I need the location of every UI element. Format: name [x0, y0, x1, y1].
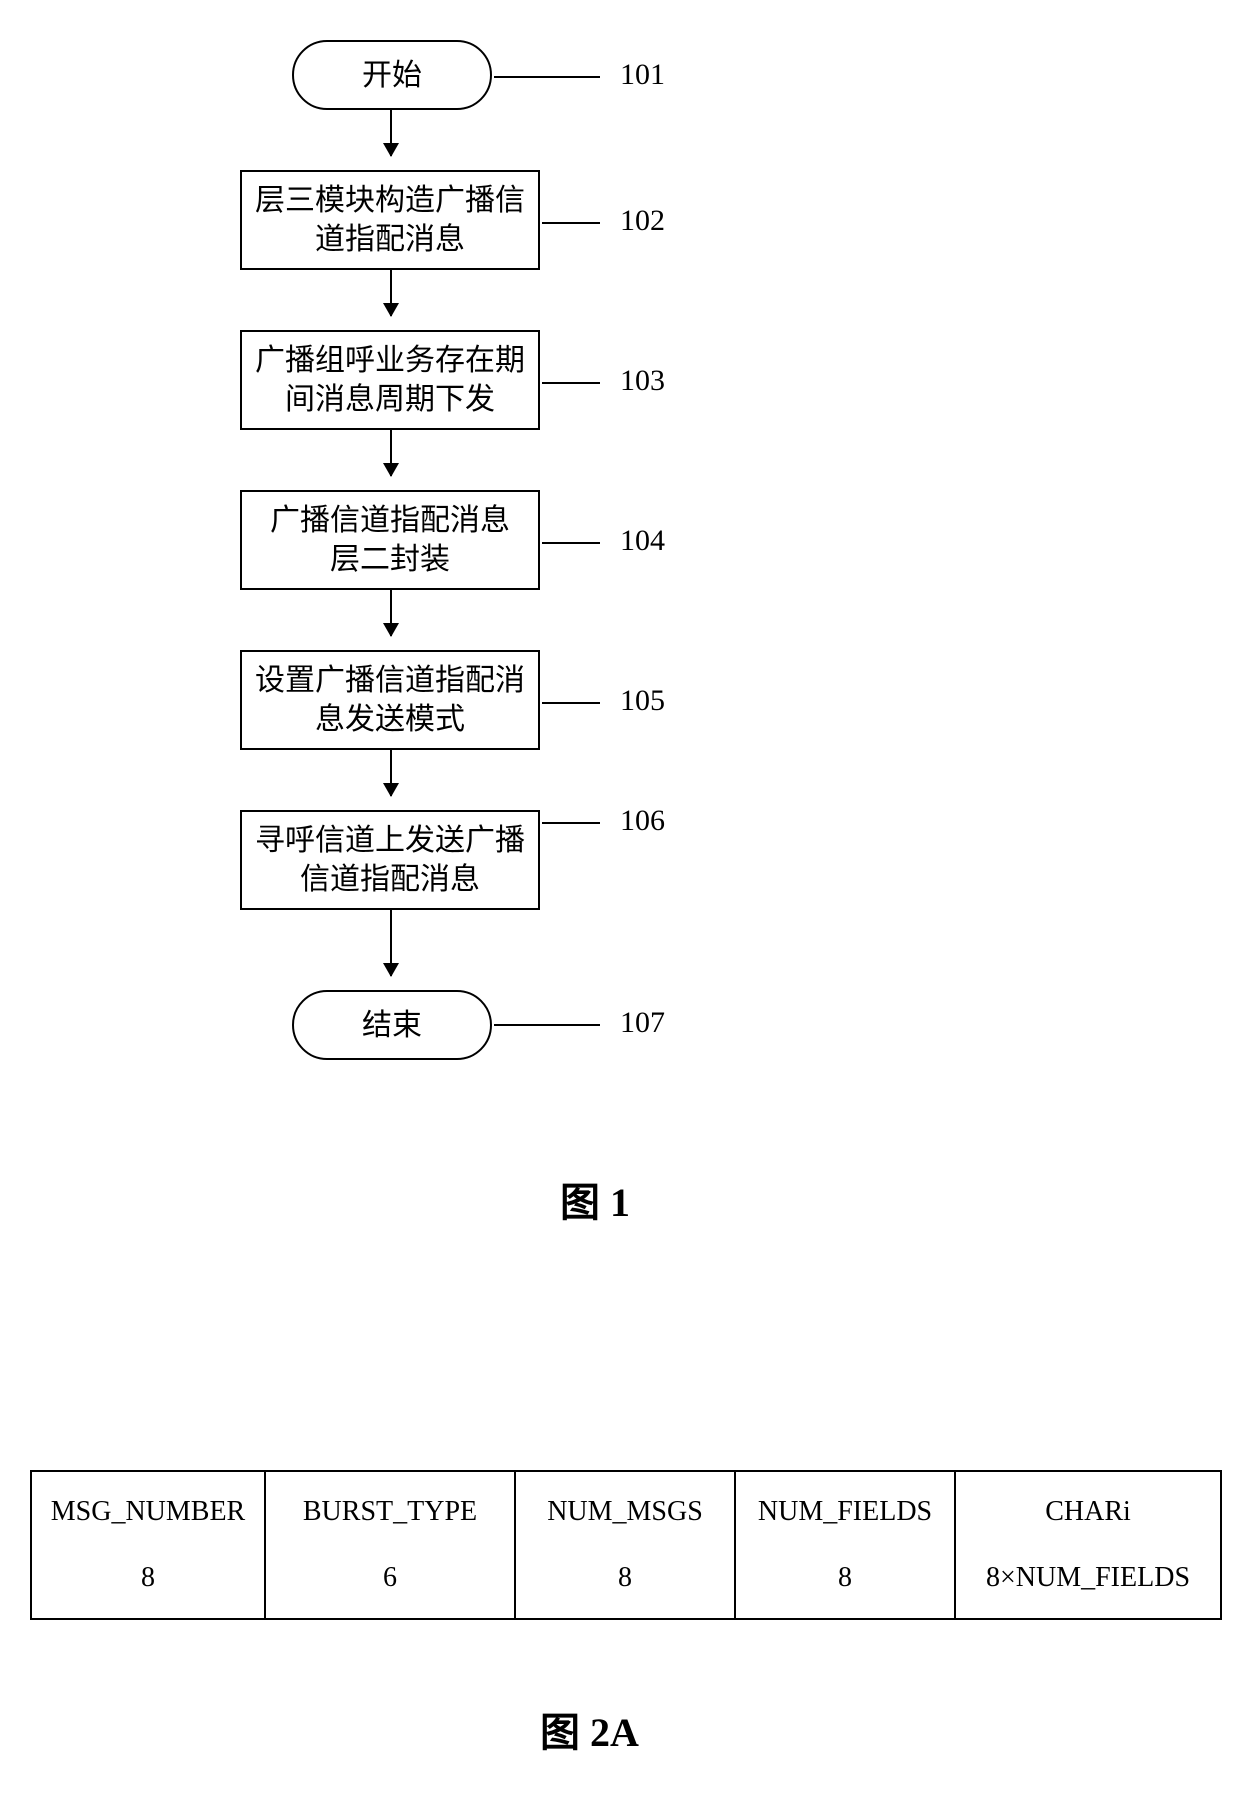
flownode-105: 设置广播信道指配消 息发送模式 — [240, 650, 540, 750]
table-row: MSG_NUMBER 8 BURST_TYPE 6 NUM_MSGS 8 NUM… — [31, 1471, 1221, 1619]
arrow-104-105 — [390, 590, 392, 636]
leader-101 — [494, 76, 600, 78]
leader-103 — [542, 382, 600, 384]
table-cell-msg-number: MSG_NUMBER 8 — [31, 1471, 265, 1619]
flownode-102-text: 层三模块构造广播信 道指配消息 — [255, 181, 525, 259]
flownode-106-text: 寻呼信道上发送广播 信道指配消息 — [255, 821, 525, 899]
page: 开始 101 层三模块构造广播信 道指配消息 102 广播组呼业务存在期 间消息… — [0, 0, 1240, 1798]
flownode-104: 广播信道指配消息 层二封装 — [240, 490, 540, 590]
col-value: 8 — [141, 1562, 155, 1594]
flownode-104-text: 广播信道指配消息 层二封装 — [270, 501, 510, 579]
flownode-106: 寻呼信道上发送广播 信道指配消息 — [240, 810, 540, 910]
arrow-102-103 — [390, 270, 392, 316]
leader-106 — [542, 822, 600, 824]
message-fields-table: MSG_NUMBER 8 BURST_TYPE 6 NUM_MSGS 8 NUM… — [30, 1470, 1222, 1620]
table-cell-burst-type: BURST_TYPE 6 — [265, 1471, 515, 1619]
flownode-103-text: 广播组呼业务存在期 间消息周期下发 — [255, 341, 525, 419]
label-106: 106 — [620, 804, 665, 838]
col-value: 8×NUM_FIELDS — [986, 1562, 1190, 1594]
col-name: BURST_TYPE — [303, 1496, 477, 1528]
col-value: 8 — [838, 1562, 852, 1594]
leader-105 — [542, 702, 600, 704]
arrow-101-102 — [390, 110, 392, 156]
flownode-103: 广播组呼业务存在期 间消息周期下发 — [240, 330, 540, 430]
label-102: 102 — [620, 204, 665, 238]
table-cell-chari: CHARi 8×NUM_FIELDS — [955, 1471, 1221, 1619]
label-104: 104 — [620, 524, 665, 558]
label-101: 101 — [620, 58, 665, 92]
table-cell-num-fields: NUM_FIELDS 8 — [735, 1471, 955, 1619]
flownode-102: 层三模块构造广播信 道指配消息 — [240, 170, 540, 270]
flownode-start: 开始 — [292, 40, 492, 110]
arrow-106-107 — [390, 910, 392, 976]
col-name: MSG_NUMBER — [51, 1496, 245, 1528]
col-value: 6 — [383, 1562, 397, 1594]
arrow-103-104 — [390, 430, 392, 476]
leader-102 — [542, 222, 600, 224]
col-name: CHARi — [1045, 1496, 1131, 1528]
caption-fig1: 图 1 — [560, 1170, 630, 1228]
label-107: 107 — [620, 1006, 665, 1040]
flownode-end: 结束 — [292, 990, 492, 1060]
col-name: NUM_MSGS — [547, 1496, 703, 1528]
leader-104 — [542, 542, 600, 544]
label-105: 105 — [620, 684, 665, 718]
leader-107 — [494, 1024, 600, 1026]
flownode-end-text: 结束 — [362, 1006, 422, 1045]
arrow-105-106 — [390, 750, 392, 796]
label-103: 103 — [620, 364, 665, 398]
col-value: 8 — [618, 1562, 632, 1594]
table-cell-num-msgs: NUM_MSGS 8 — [515, 1471, 735, 1619]
flownode-start-text: 开始 — [362, 56, 422, 95]
col-name: NUM_FIELDS — [758, 1496, 932, 1528]
caption-fig2a: 图 2A — [540, 1700, 639, 1758]
flownode-105-text: 设置广播信道指配消 息发送模式 — [255, 661, 525, 739]
